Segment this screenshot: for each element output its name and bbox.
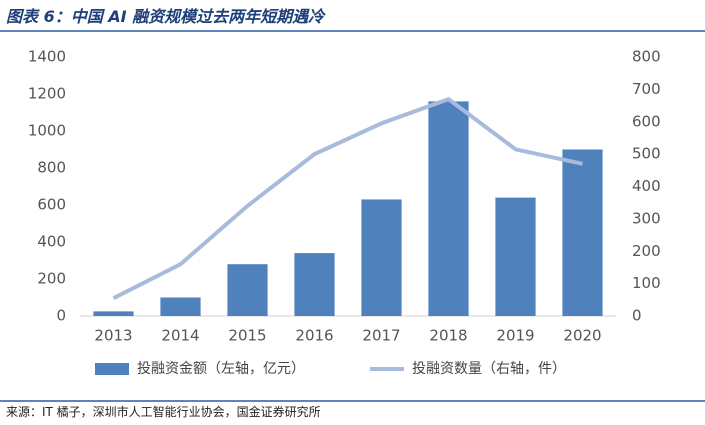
bar — [294, 253, 335, 316]
y2-tick-label: 100 — [632, 274, 661, 292]
bar — [428, 101, 469, 317]
y2-tick-label: 700 — [632, 80, 661, 98]
x-tick-label: 2020 — [563, 327, 601, 345]
y2-tick-label: 400 — [632, 177, 661, 195]
line — [112, 97, 583, 300]
x-tick-label: 2016 — [295, 327, 333, 345]
bar — [562, 149, 603, 316]
y2-tick-label: 500 — [632, 145, 661, 163]
y-tick-label: 200 — [37, 270, 66, 288]
bar — [93, 311, 134, 316]
y-tick-label: 400 — [37, 233, 66, 251]
x-tick-label: 2013 — [94, 327, 132, 345]
bar — [495, 197, 536, 316]
bar — [227, 264, 268, 316]
y-tick-label: 600 — [37, 196, 66, 214]
y-tick-label: 1200 — [28, 85, 66, 103]
y2-tick-label: 0 — [632, 307, 642, 325]
y2-tick-label: 200 — [632, 242, 661, 260]
y-tick-label: 1400 — [28, 48, 66, 66]
x-tick-label: 2017 — [362, 327, 400, 345]
chart-title: 图表 6：中国 AI 融资规模过去两年短期遇冷 — [6, 7, 326, 26]
x-tick-label: 2018 — [429, 327, 467, 345]
x-tick-label: 2019 — [496, 327, 534, 345]
x-tick-label: 2014 — [161, 327, 199, 345]
bar — [361, 199, 402, 316]
legend-label: 投融资金额（左轴，亿元） — [137, 361, 305, 377]
y2-tick-label: 800 — [632, 48, 661, 66]
y2-tick-label: 300 — [632, 209, 661, 227]
legend-swatch — [95, 363, 129, 375]
x-tick-label: 2015 — [228, 327, 266, 345]
source: 来源：IT 橘子，深圳市人工智能行业协会，国金证券研究所 — [6, 404, 321, 419]
y-tick-label: 800 — [37, 159, 66, 177]
legend-label: 投融资数量（右轴，件） — [412, 361, 566, 377]
y-tick-label: 0 — [56, 307, 66, 325]
y2-tick-label: 600 — [632, 112, 661, 130]
bar — [160, 297, 201, 316]
y-tick-label: 1000 — [28, 122, 66, 140]
